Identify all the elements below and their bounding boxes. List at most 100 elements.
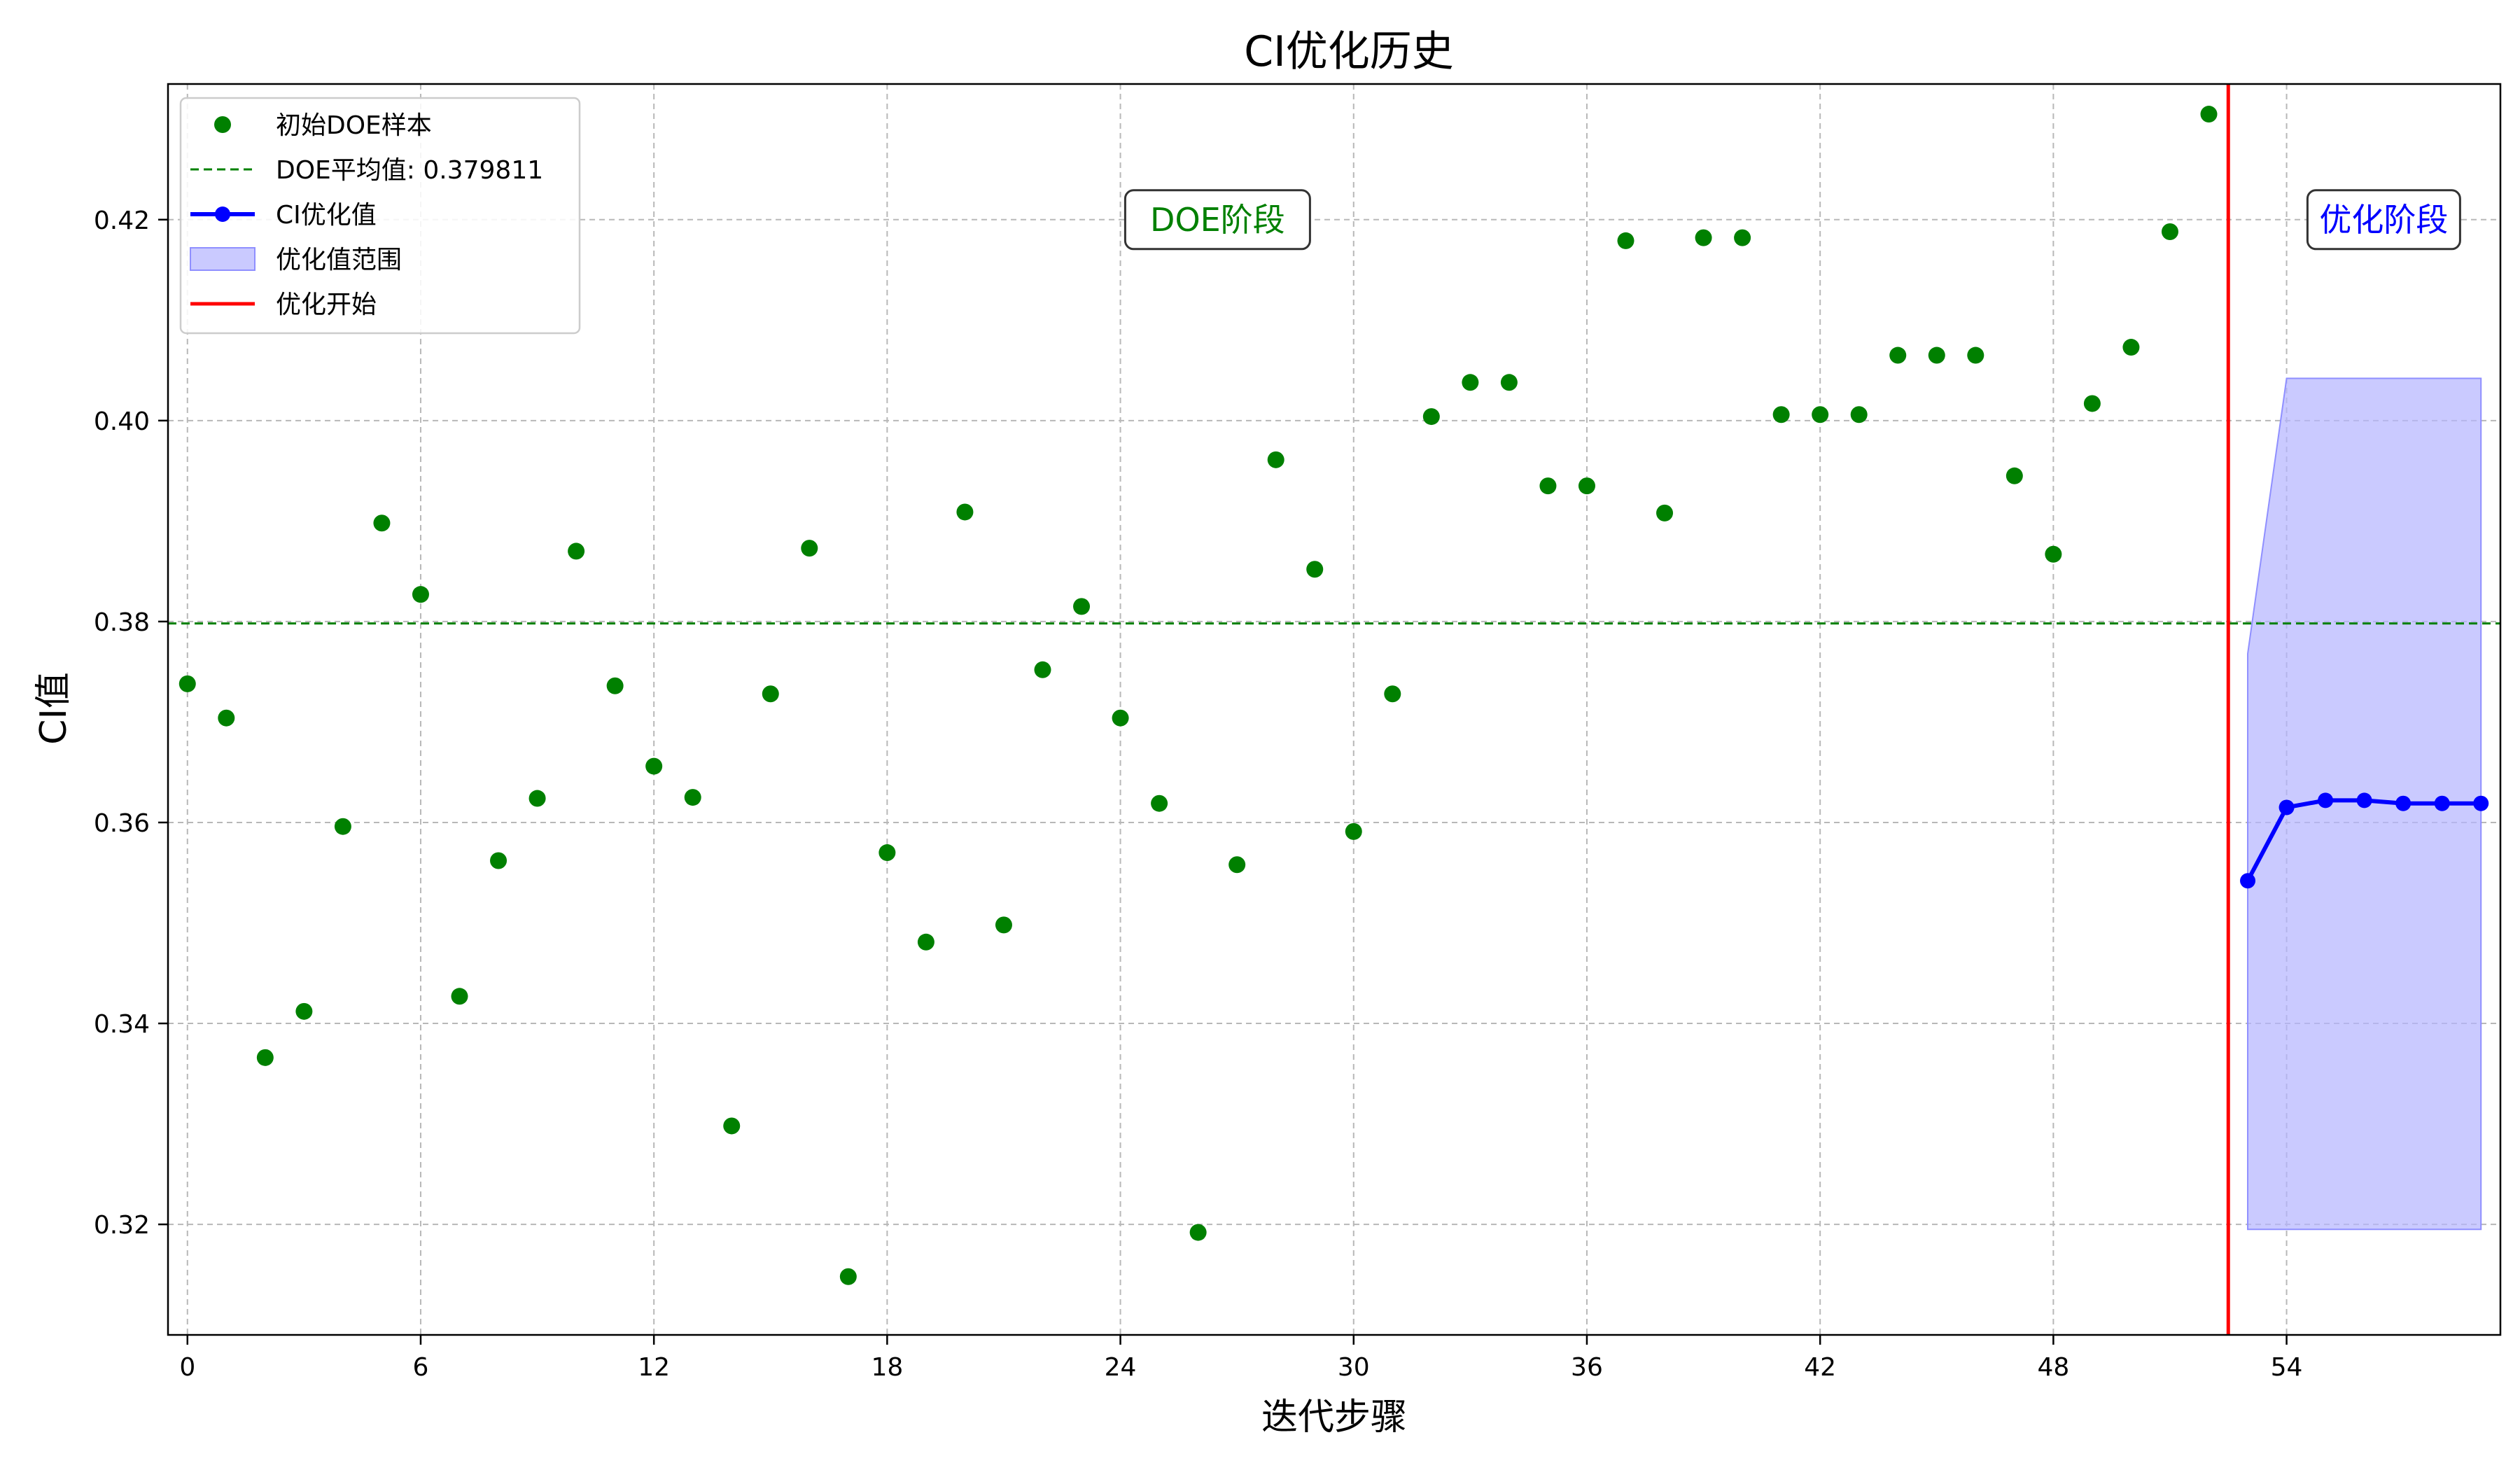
- doe-sample-point: [1345, 822, 1362, 840]
- x-tick-label: 36: [1571, 1353, 1603, 1382]
- legend-label: DOE平均值: 0.379811: [276, 156, 543, 185]
- ci-optimized-point: [2473, 795, 2489, 811]
- doe-sample-point: [1617, 232, 1634, 249]
- doe-sample-point: [2005, 467, 2023, 484]
- doe-sample-point: [451, 988, 468, 1005]
- x-tick-label: 54: [2271, 1353, 2303, 1382]
- ci-optimized-point: [2278, 799, 2295, 816]
- doe-sample-point: [218, 709, 235, 727]
- doe-sample-point: [1578, 477, 1595, 495]
- phase-annotation: 优化阶段: [2306, 189, 2461, 251]
- doe-sample-point: [1267, 451, 1284, 468]
- doe-sample-point: [762, 685, 779, 703]
- doe-sample-point: [256, 1049, 274, 1066]
- doe-sample-point: [2045, 545, 2062, 563]
- chart-title: CI优化历史: [1244, 27, 1454, 76]
- doe-sample-point: [1034, 661, 1051, 678]
- x-tick-label: 12: [638, 1353, 670, 1382]
- doe-sample-point: [723, 1117, 741, 1135]
- doe-sample-point: [295, 1002, 313, 1020]
- axis-ticks: 0 6 12 18 24 30 36 42 48 54 0.32 0.34 0.36 0.38 0.40 0.…: [94, 206, 2303, 1382]
- doe-sample-point: [606, 677, 624, 694]
- doe-sample-point: [684, 789, 701, 806]
- doe-sample-point: [412, 586, 429, 603]
- y-tick-label: 0.36: [94, 809, 150, 838]
- doe-sample-point: [2200, 106, 2218, 123]
- doe-sample-point: [1112, 709, 1129, 727]
- doe-sample-point: [1422, 408, 1440, 426]
- y-tick-label: 0.34: [94, 1010, 150, 1039]
- legend-entry: CI优化值: [190, 201, 377, 230]
- legend-box: [179, 97, 581, 335]
- doe-sample-point: [1151, 794, 1168, 812]
- doe-sample-point: [1850, 406, 1868, 424]
- x-tick-label: 24: [1105, 1353, 1137, 1382]
- legend-label: 优化开始: [276, 290, 377, 319]
- doe-sample-point: [2083, 395, 2101, 412]
- plot-frame: [167, 83, 2502, 1336]
- legend-entry: 优化开始: [190, 290, 377, 319]
- doe-sample-point: [801, 540, 818, 557]
- doe-sample-point: [878, 844, 896, 862]
- reference-lines: [168, 84, 2500, 1335]
- ci-optimized-point: [2356, 792, 2372, 808]
- doe-sample-point: [1306, 561, 1324, 578]
- doe-sample-point: [956, 503, 974, 521]
- x-tick-label: 42: [1804, 1353, 1836, 1382]
- doe-sample-point: [178, 675, 196, 692]
- x-axis-label: 迭代步骤: [1261, 1396, 1407, 1438]
- doe-sample-point: [1384, 685, 1401, 703]
- phase-annotation-box: [1124, 189, 1311, 251]
- doe-sample-point: [528, 790, 546, 807]
- y-tick-label: 0.38: [94, 608, 150, 637]
- x-tick-label: 0: [179, 1353, 195, 1382]
- doe-sample-point: [1812, 406, 1829, 424]
- doe-sample-point: [839, 1268, 857, 1285]
- doe-sample-point: [1539, 477, 1557, 495]
- doe-sample-point: [1189, 1224, 1207, 1241]
- y-axis-label: CI值: [33, 672, 75, 745]
- phase-annotation-text: 优化阶段: [2319, 201, 2448, 239]
- x-tick-label: 6: [413, 1353, 429, 1382]
- ci-optimized-point: [2240, 873, 2256, 889]
- legend-label: CI优化值: [276, 201, 377, 230]
- doe-sample-point: [1073, 598, 1091, 615]
- x-tick-label: 48: [2037, 1353, 2069, 1382]
- doe-sample-point: [568, 542, 585, 560]
- doe-sample-point: [1228, 856, 1246, 874]
- doe-sample-point: [2122, 339, 2140, 356]
- legend-label: 初始DOE样本: [276, 111, 432, 140]
- doe-sample-point: [1772, 406, 1790, 424]
- legend-marker-dot: [215, 206, 230, 222]
- legend-marker-dot: [214, 116, 231, 133]
- grid: [168, 84, 2500, 1335]
- data-points: [178, 106, 2489, 1285]
- doe-sample-point: [490, 852, 507, 869]
- doe-sample-point: [1967, 346, 1984, 364]
- x-tick-label: 18: [871, 1353, 903, 1382]
- doe-sample-point: [1462, 374, 1479, 391]
- doe-sample-point: [2161, 223, 2178, 240]
- doe-sample-point: [373, 514, 391, 532]
- doe-sample-point: [1889, 346, 1907, 364]
- legend-entry: DOE平均值: 0.379811: [190, 156, 543, 185]
- x-tick-label: 30: [1338, 1353, 1370, 1382]
- legend-entry: 初始DOE样本: [214, 111, 432, 140]
- doe-sample-point: [1928, 346, 1945, 364]
- phase-annotations: DOE阶段 优化阶段: [1124, 189, 2461, 251]
- legend-label: 优化值范围: [276, 246, 402, 274]
- phase-annotation-text: DOE阶段: [1150, 201, 1285, 239]
- y-tick-label: 0.42: [94, 206, 150, 235]
- doe-sample-point: [1500, 374, 1518, 391]
- phase-annotation: DOE阶段: [1124, 189, 1311, 251]
- doe-sample-point: [1656, 504, 1674, 522]
- doe-sample-point: [917, 933, 934, 951]
- phase-annotation-box: [2306, 189, 2461, 251]
- ci-optimized-point: [2434, 795, 2450, 811]
- ci-optimized-point: [2395, 795, 2412, 811]
- doe-sample-point: [1695, 229, 1712, 246]
- doe-sample-point: [1734, 229, 1751, 246]
- legend-marker-patch: [190, 247, 255, 271]
